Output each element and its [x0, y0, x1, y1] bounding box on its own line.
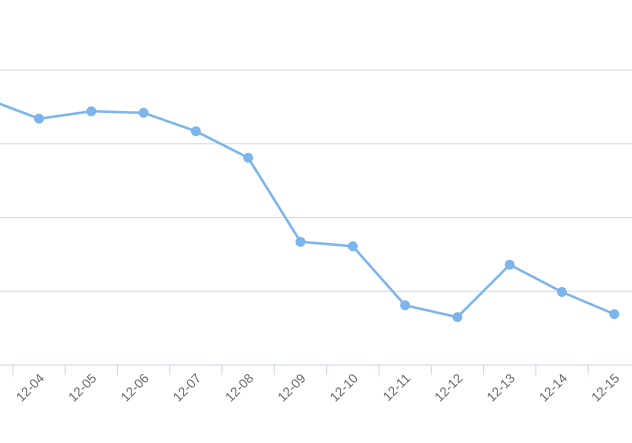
data-point: [400, 300, 411, 311]
data-line: [0, 102, 615, 319]
x-tick-label: 12-10: [327, 371, 361, 405]
data-point: [452, 312, 463, 323]
x-tick-label: 12-12: [431, 371, 465, 405]
data-point: [86, 106, 97, 117]
data-point: [295, 236, 306, 247]
data-point: [34, 113, 44, 124]
data-point: [347, 241, 358, 252]
x-tick-label: 12-14: [536, 371, 570, 405]
data-point: [504, 259, 515, 270]
data-point: [557, 286, 567, 297]
x-tick-label: 12-11: [380, 371, 413, 404]
x-tick-label: 12-07: [170, 371, 204, 405]
data-point: [609, 309, 620, 320]
x-tick-label: 12-09: [275, 371, 309, 405]
data-point: [190, 126, 201, 137]
data-point: [138, 107, 149, 118]
x-tick-label: 12-13: [484, 371, 518, 405]
x-tick-label: 12-15: [588, 371, 622, 405]
data-point: [243, 152, 254, 163]
x-tick-label: 12-05: [65, 371, 99, 405]
x-tick-label: 12-08: [222, 371, 256, 405]
x-tick-label: 12-06: [118, 371, 152, 405]
x-tick-label: 12-04: [13, 371, 47, 405]
